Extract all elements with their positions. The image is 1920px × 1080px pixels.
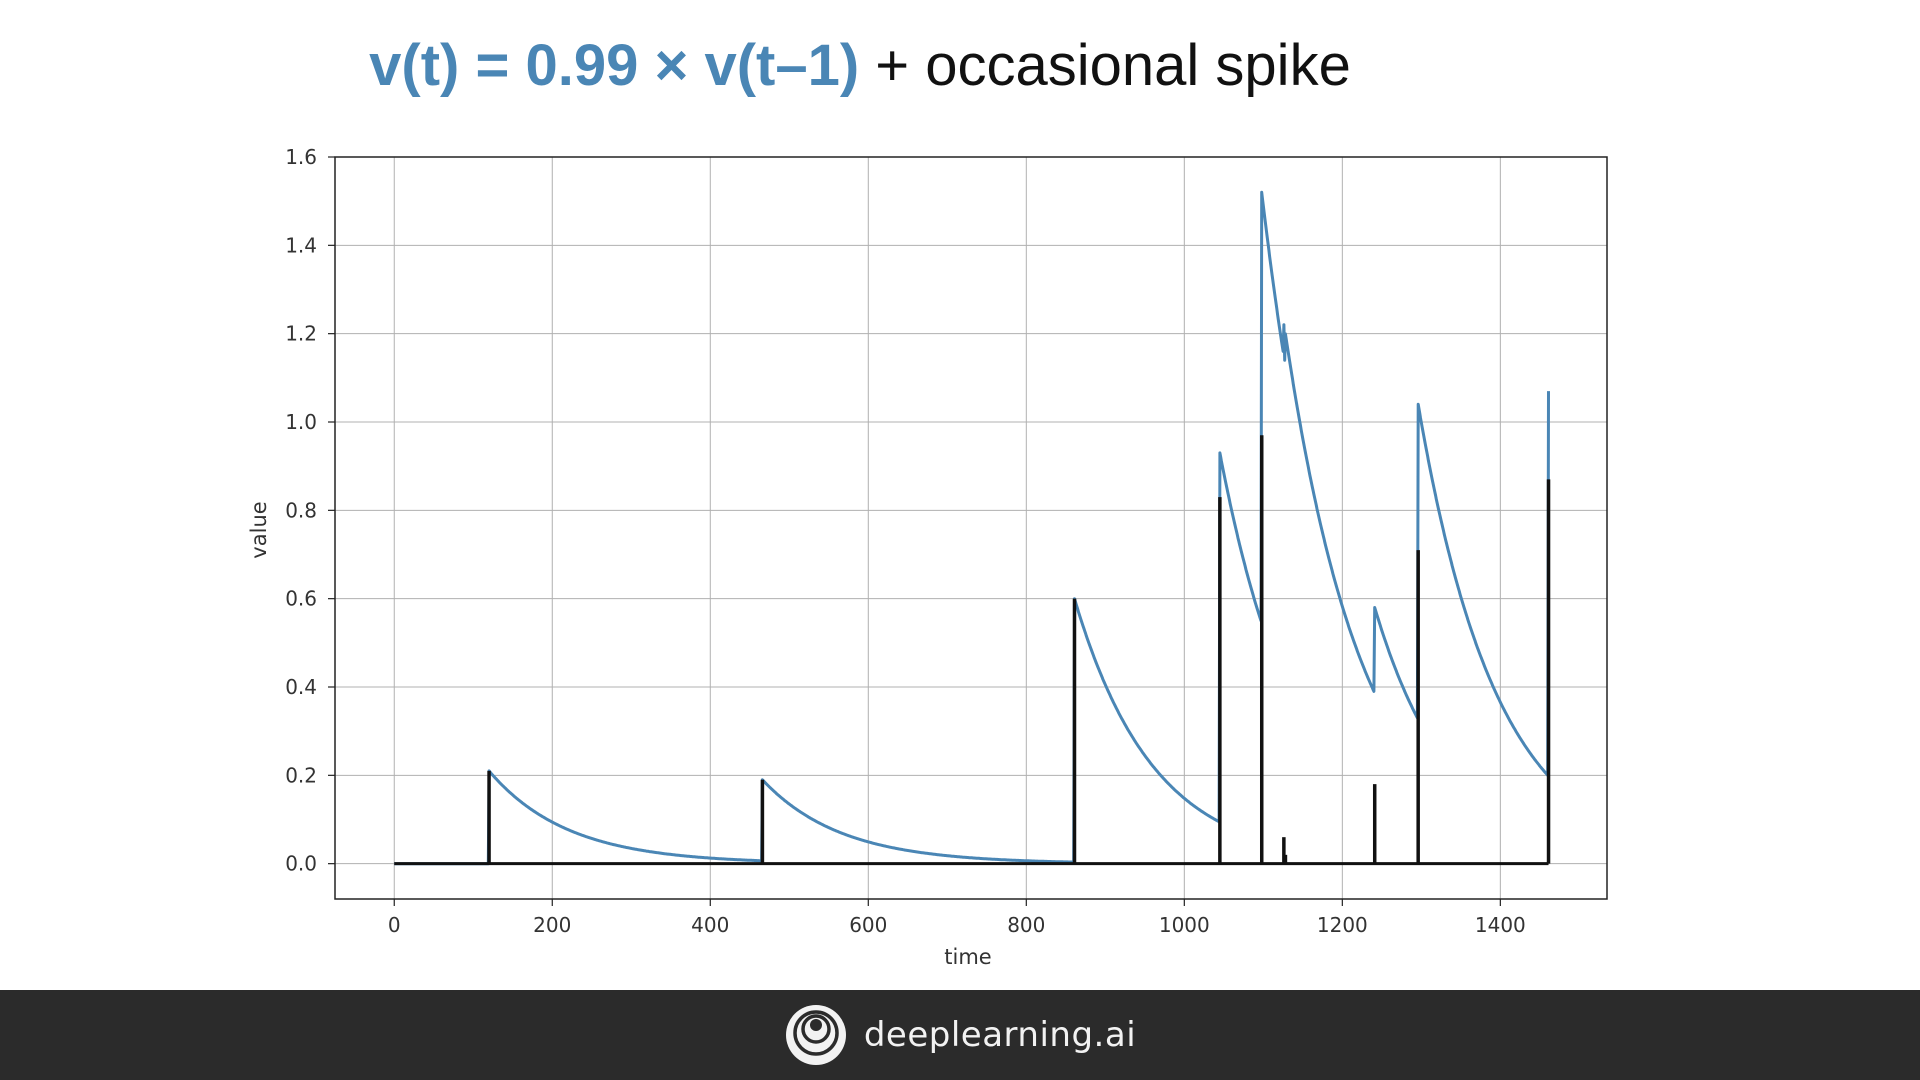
x-tick-label: 1400 [1475,913,1526,937]
y-tick-label: 0.4 [285,675,317,699]
y-tick-label: 1.2 [285,322,317,346]
brand-name: deeplearning.ai [863,1015,1137,1055]
y-tick-label: 1.4 [285,233,317,257]
x-tick-label: 800 [1007,913,1045,937]
plot-frame [334,156,1608,900]
x-tick-label: 1000 [1159,913,1210,937]
y-tick-label: 0.8 [285,498,317,522]
x-tick-label: 0 [388,913,401,937]
tick-marks [328,156,1501,906]
x-tick-label: 1200 [1317,913,1368,937]
value-series-line [394,190,1550,866]
tick-labels: 0 200 400 600 800 1000 1200 1400 0.0 0.2 0.4 0.6 0.8… [285,145,1526,937]
y-tick-label: 0.6 [285,587,317,611]
grid-lines [335,156,1607,899]
x-tick-label: 600 [849,913,887,937]
chart: 0 200 400 600 800 1000 1200 1400 0.0 0.2 0.4 0.6 0.8… [247,145,1608,969]
slide-title: v(t) = 0.99 × v(t–1) + occasional spike [0,28,1720,104]
y-tick-label: 1.0 [285,410,317,434]
y-tick-label: 0.0 [285,852,317,876]
x-axis-label: time [944,945,991,969]
series-layer [394,190,1551,866]
y-axis-label: value [247,501,271,558]
title-formula: v(t) = 0.99 × v(t–1) [369,33,860,98]
y-tick-label: 0.2 [285,763,317,787]
slide: v(t) = 0.99 × v(t–1) + occasional spike … [0,28,1720,969]
deeplearning-spiral-logo-icon [785,1005,846,1065]
footer-bar: deeplearning.ai [0,990,1920,1080]
title-suffix: + occasional spike [859,33,1351,98]
y-tick-label: 1.6 [285,145,317,169]
x-tick-label: 400 [691,913,729,937]
brand: deeplearning.ai [0,990,1920,1080]
x-tick-label: 200 [533,913,571,937]
